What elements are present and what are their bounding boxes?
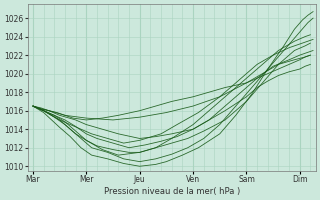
X-axis label: Pression niveau de la mer( hPa ): Pression niveau de la mer( hPa ) xyxy=(104,187,240,196)
